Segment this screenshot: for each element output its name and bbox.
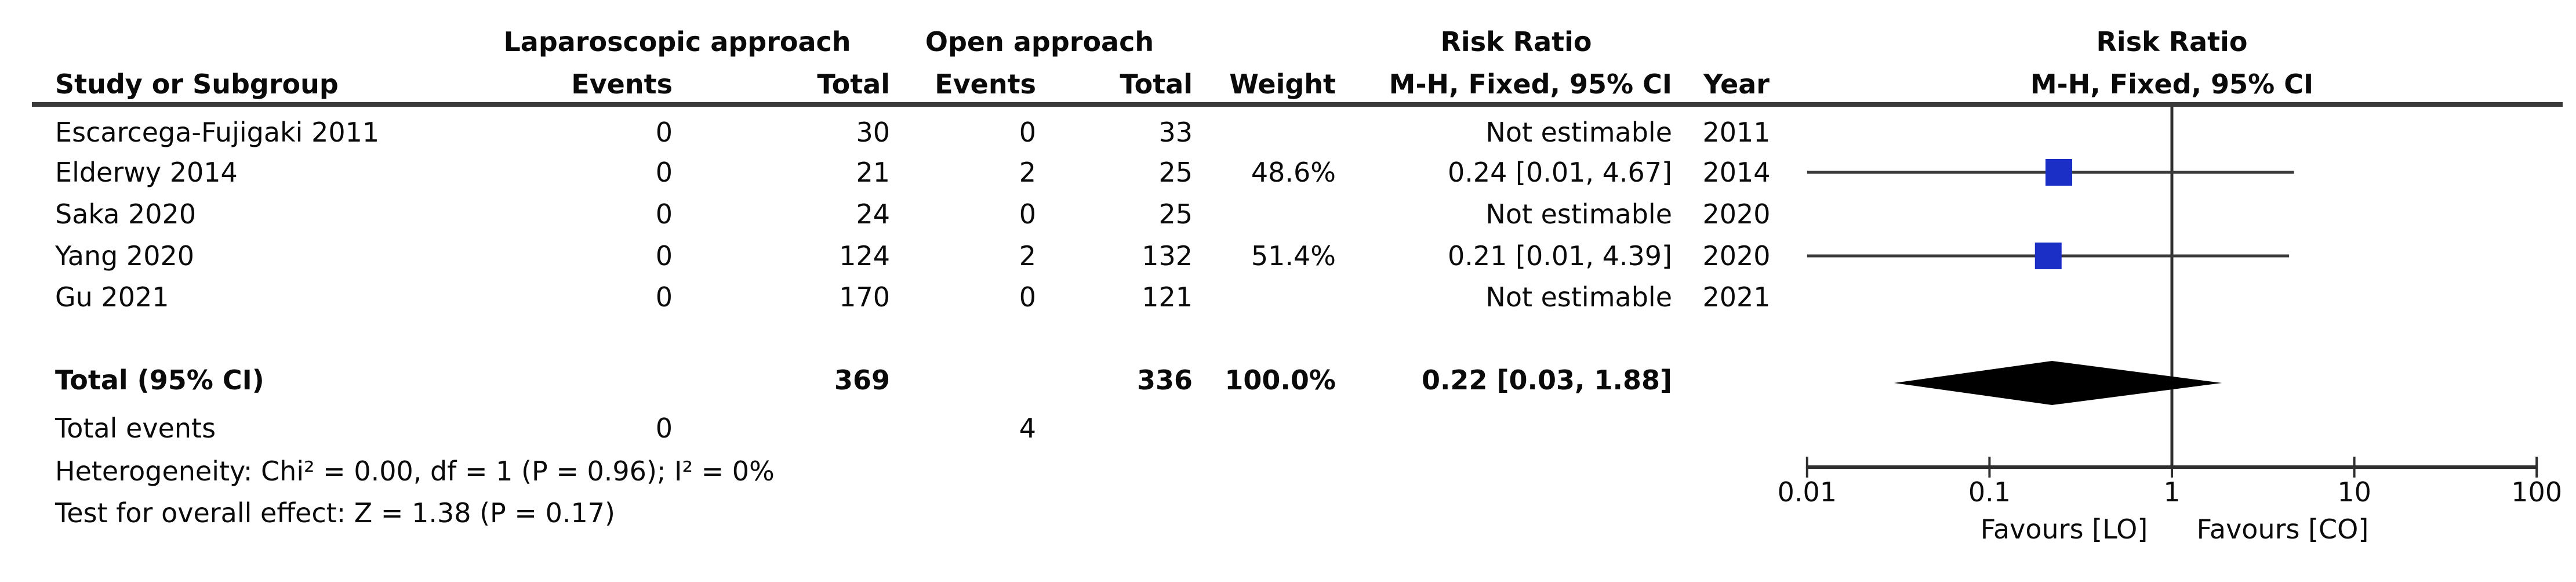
axis-tick-label: 100	[2511, 476, 2563, 508]
point-estimate-square	[2034, 243, 2062, 269]
favours-right-label: Favours [CO]	[2196, 514, 2369, 545]
total-open-value: 25	[1158, 157, 1193, 188]
column-header-mh-ci: M-H, Fixed, 95% CI	[1389, 68, 1672, 100]
total-events-label: Total events	[55, 413, 216, 444]
events-open-value: 0	[1019, 198, 1036, 230]
events-lap-value: 0	[655, 198, 673, 230]
study-name: Escarcega-Fujigaki 2011	[55, 117, 380, 148]
rr-ci-text: Not estimable	[1485, 117, 1672, 148]
column-header-total-lap: Total	[817, 68, 890, 100]
overall-effect-stats: Test for overall effect: Z = 1.38 (P = 0…	[55, 497, 615, 529]
total-lap-value: 24	[856, 198, 890, 230]
total-lap-sum: 369	[834, 364, 890, 396]
axis-tick-label: 1	[2163, 476, 2181, 508]
total-open-value: 33	[1158, 117, 1193, 148]
axis-tick-label: 0.1	[1968, 476, 2011, 508]
total-lap-value: 124	[839, 240, 890, 272]
total-rr-ci-text: 0.22 [0.03, 1.88]	[1421, 364, 1672, 396]
rr-ci-text: Not estimable	[1485, 281, 1672, 313]
summary-diamond	[1894, 361, 2222, 405]
study-name: Yang 2020	[55, 240, 194, 272]
events-lap-value: 0	[655, 117, 673, 148]
year-value: 2011	[1702, 117, 1771, 148]
heterogeneity-stats: Heterogeneity: Chi² = 0.00, df = 1 (P = …	[55, 456, 775, 487]
favours-left-label: Favours [LO]	[1980, 514, 2148, 545]
study-name: Saka 2020	[55, 198, 197, 230]
weight-value: 51.4%	[1251, 240, 1336, 272]
total-open-value: 25	[1158, 198, 1193, 230]
year-value: 2014	[1702, 157, 1771, 188]
total-lap-value: 170	[839, 281, 890, 313]
year-value: 2021	[1702, 281, 1771, 313]
events-open-value: 2	[1019, 157, 1036, 188]
year-value: 2020	[1702, 240, 1771, 272]
weight-value: 48.6%	[1251, 157, 1336, 188]
events-open-value: 0	[1019, 117, 1036, 148]
total-events-lap: 0	[655, 413, 673, 444]
column-header-total-open: Total	[1120, 68, 1193, 100]
plot-method-title: M-H, Fixed, 95% CI	[2030, 68, 2314, 100]
events-lap-value: 0	[655, 240, 673, 272]
total-lap-value: 21	[856, 157, 890, 188]
column-header-study: Study or Subgroup	[55, 68, 339, 100]
column-header-weight: Weight	[1229, 68, 1336, 100]
events-lap-value: 0	[655, 281, 673, 313]
total-label: Total (95% CI)	[55, 364, 264, 396]
year-value: 2020	[1702, 198, 1771, 230]
group-header-laparoscopic: Laparoscopic approach	[503, 26, 851, 57]
column-header-year: Year	[1703, 68, 1770, 100]
total-open-value: 121	[1142, 281, 1193, 313]
rr-ci-text: Not estimable	[1485, 198, 1672, 230]
header-divider	[32, 102, 2563, 107]
plot-risk-ratio-title: Risk Ratio	[2096, 26, 2248, 57]
events-lap-value: 0	[655, 157, 673, 188]
total-events-open: 4	[1019, 413, 1036, 444]
axis-tick-label: 0.01	[1777, 476, 1837, 508]
group-header-open: Open approach	[925, 26, 1154, 57]
total-lap-value: 30	[856, 117, 890, 148]
column-risk-ratio-title: Risk Ratio	[1440, 26, 1592, 57]
axis-tick-label: 10	[2337, 476, 2371, 508]
total-weight: 100.0%	[1225, 364, 1336, 396]
study-name: Elderwy 2014	[55, 157, 238, 188]
rr-ci-text: 0.21 [0.01, 4.39]	[1447, 240, 1672, 272]
column-header-events-open: Events	[935, 68, 1036, 100]
column-header-events-lap: Events	[571, 68, 673, 100]
events-open-value: 0	[1019, 281, 1036, 313]
total-open-value: 132	[1142, 240, 1193, 272]
total-open-sum: 336	[1136, 364, 1193, 396]
rr-ci-text: 0.24 [0.01, 4.67]	[1447, 157, 1672, 188]
events-open-value: 2	[1019, 240, 1036, 272]
point-estimate-square	[2045, 159, 2073, 186]
study-name: Gu 2021	[55, 281, 169, 313]
